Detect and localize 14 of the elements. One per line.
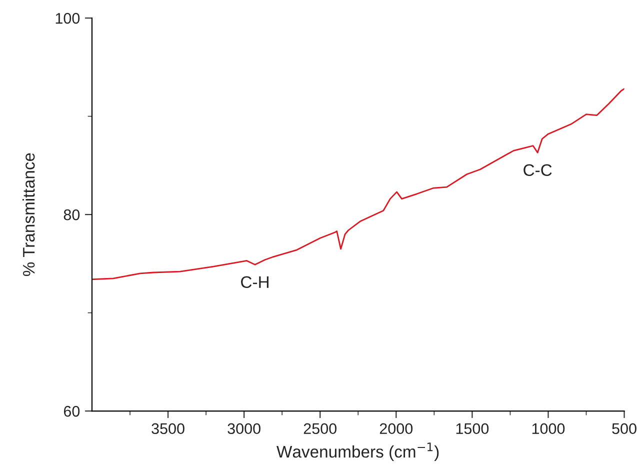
- y-tick-label: 80: [64, 209, 80, 220]
- x-tick-label: 2500: [304, 423, 336, 434]
- y-tick-label: 60: [64, 406, 80, 417]
- y-tick-label: 100: [56, 12, 80, 24]
- annotation: C-H: [241, 276, 268, 288]
- x-tick-label: 3000: [228, 423, 260, 434]
- y-axis-title: % Transmittance: [22, 153, 35, 276]
- x-tick-label: 1500: [456, 423, 489, 434]
- annotation: C-C: [524, 164, 552, 176]
- x-tick-label: 500: [612, 423, 636, 434]
- x-axis-title: Wavenumbers (cm$^{−1}$): [276, 442, 439, 461]
- x-tick-label: 1000: [532, 423, 565, 434]
- x-tick-label: 2000: [380, 423, 413, 434]
- x-tick-label: 3500: [152, 423, 184, 434]
